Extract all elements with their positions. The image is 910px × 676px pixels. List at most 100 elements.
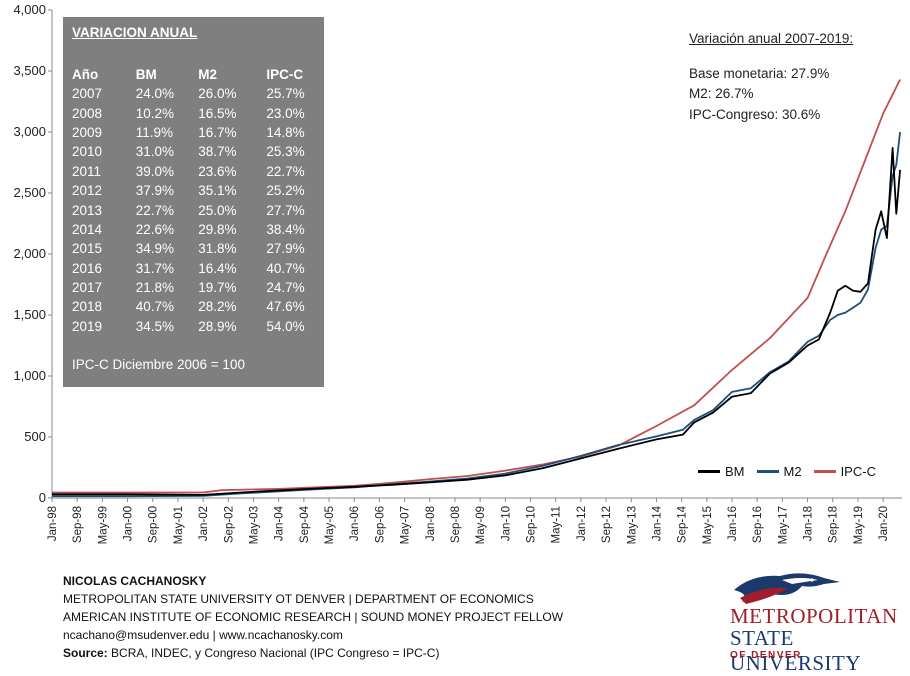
- table-note: IPC-C Diciembre 2006 = 100: [72, 357, 245, 372]
- table-cell: 28.9%: [198, 318, 237, 334]
- x-tick-label: Jan-18: [803, 506, 815, 541]
- logo-text-metropolitan: METROPOLITAN: [730, 604, 898, 628]
- table-row: 2011 39.0% 23.6% 22.7%: [69, 162, 324, 181]
- table-title: VARIACION ANUAL: [72, 25, 198, 40]
- table-cell: 31.8%: [198, 241, 237, 257]
- x-tick-label: May-11: [551, 506, 563, 544]
- x-tick-label: Sep-14: [677, 505, 689, 543]
- header-bm: BM: [135, 67, 157, 82]
- legend-label-bm: BM: [725, 464, 745, 479]
- table-cell: 24.0%: [135, 86, 175, 102]
- table-cell: 31.7%: [135, 260, 175, 276]
- y-tick-label: 2,500: [13, 185, 46, 200]
- table-header-row: Año BM M2 IPC-C: [69, 65, 324, 84]
- x-tick-label: Jan-16: [727, 506, 739, 541]
- table-cell: 26.0%: [198, 86, 237, 102]
- annual-variation-table-box: VARIACION ANUAL Año BM M2 IPC-C 2007 24.0…: [63, 17, 324, 387]
- footer-source: Source: BCRA, INDEC, y Congreso Nacional…: [63, 644, 563, 662]
- x-tick-label: Jan-14: [651, 505, 663, 541]
- x-tick-label: Jan-00: [123, 506, 135, 541]
- x-tick-label: Jan-02: [198, 506, 210, 541]
- table-cell: 23.0%: [266, 105, 305, 121]
- table-cell: 23.6%: [198, 163, 237, 179]
- header-year: Año: [72, 67, 99, 82]
- table-cell: 2012: [72, 183, 103, 199]
- table-cell: 25.0%: [198, 202, 237, 218]
- y-tick-label: 1,500: [13, 307, 46, 322]
- x-tick-label: Jan-08: [425, 506, 437, 541]
- table-cell: 37.9%: [135, 183, 175, 199]
- table-cell: 2016: [72, 260, 103, 276]
- legend-item-ipc: IPC-C: [813, 464, 876, 479]
- roadrunner-logo-icon: [734, 573, 840, 604]
- summary-box: Variación anual 2007-2019: Base monetari…: [689, 29, 853, 125]
- table-cell: 10.2%: [135, 105, 175, 121]
- y-tick-label: 2,000: [13, 246, 46, 261]
- legend-swatch-bm: [698, 470, 720, 473]
- x-tick-label: Sep-00: [148, 506, 160, 543]
- table-cell: 27.7%: [266, 202, 305, 218]
- table-cell: 28.2%: [198, 299, 237, 315]
- table-cell: 19.7%: [198, 280, 237, 296]
- table-row: 2015 34.9% 31.8% 27.9%: [69, 239, 324, 258]
- table-cell: 38.7%: [198, 144, 237, 160]
- table-row: 2018 40.7% 28.2% 47.6%: [69, 297, 324, 316]
- legend-swatch-ipc: [813, 470, 836, 473]
- table-cell: 31.0%: [135, 144, 175, 160]
- y-tick-label: 3,000: [13, 124, 46, 139]
- summary-line-bm: Base monetaria: 27.9%: [689, 65, 830, 81]
- header-ipc: IPC-C: [266, 67, 304, 82]
- table-cell: 29.8%: [198, 221, 237, 237]
- table-cell: 22.7%: [135, 202, 175, 218]
- summary-title: Variación anual 2007-2019:: [689, 31, 854, 46]
- table-cell: 2019: [72, 318, 103, 334]
- table-row: 2014 22.6% 29.8% 38.4%: [69, 220, 324, 239]
- legend-label-m2: M2: [783, 464, 802, 479]
- x-tick-label: Sep-12: [601, 506, 613, 543]
- table-cell: 35.1%: [198, 183, 237, 199]
- x-tick-label: May-13: [626, 506, 638, 544]
- source-label: Source:: [63, 646, 108, 660]
- table-cell: 27.9%: [266, 241, 305, 257]
- table-cell: 2011: [72, 163, 102, 179]
- x-tick-label: Sep-04: [299, 505, 311, 543]
- table-cell: 16.5%: [198, 105, 237, 121]
- table-cell: 54.0%: [266, 318, 305, 334]
- table-cell: 16.4%: [198, 260, 237, 276]
- x-tick-label: Sep-10: [526, 506, 538, 543]
- table-cell: 22.7%: [266, 163, 305, 179]
- y-tick-label: 0: [39, 490, 46, 505]
- table-cell: 40.7%: [266, 260, 305, 276]
- table-row: 2013 22.7% 25.0% 27.7%: [69, 200, 324, 219]
- table-cell: 34.9%: [135, 241, 175, 257]
- legend-item-m2: M2: [756, 464, 802, 479]
- table-row: 2007 24.0% 26.0% 25.7%: [69, 84, 324, 103]
- table-cell: 2008: [72, 105, 103, 121]
- annual-variation-table: Año BM M2 IPC-C 2007 24.0% 26.0% 25.7% 2008 1…: [69, 65, 324, 336]
- footer-line-2: AMERICAN INSTITUTE OF ECONOMIC RESEARCH …: [63, 610, 564, 624]
- legend-item-bm: BM: [698, 464, 745, 479]
- chart-legend: BM M2 IPC-C: [698, 464, 888, 479]
- table-cell: 2007: [72, 86, 103, 102]
- table-cell: 2013: [72, 202, 103, 218]
- y-tick-label: 3,500: [13, 63, 46, 78]
- x-tick-label: May-17: [777, 506, 789, 544]
- y-axis-ticks: 0 500 1,000 1,500 2,000 2,500 3,000 3,500 4,000: [13, 2, 52, 505]
- table-cell: 2009: [72, 124, 103, 140]
- table-cell: 25.7%: [266, 86, 305, 102]
- table-row: 2008 10.2% 16.5% 23.0%: [69, 103, 324, 122]
- table-cell: 38.4%: [266, 221, 305, 237]
- table-row: 2009 11.9% 16.7% 14.8%: [69, 123, 324, 142]
- summary-line-ipc: IPC-Congreso: 30.6%: [689, 106, 821, 122]
- x-tick-label: May-01: [173, 506, 185, 544]
- table-cell: 21.8%: [135, 280, 175, 296]
- line-chart: 05001,0001,5002,0002,5003,0003,5004,000 …: [13, 2, 902, 544]
- table-cell: 2014: [72, 221, 103, 237]
- x-tick-label: May-03: [248, 506, 260, 544]
- x-tick-label: May-15: [702, 506, 714, 544]
- table-cell: 16.7%: [198, 124, 237, 140]
- x-tick-label: Jan-06: [349, 506, 361, 541]
- table-cell: 25.3%: [266, 144, 305, 160]
- x-tick-label: Jan-20: [878, 506, 890, 541]
- table-cell: 14.8%: [266, 124, 305, 140]
